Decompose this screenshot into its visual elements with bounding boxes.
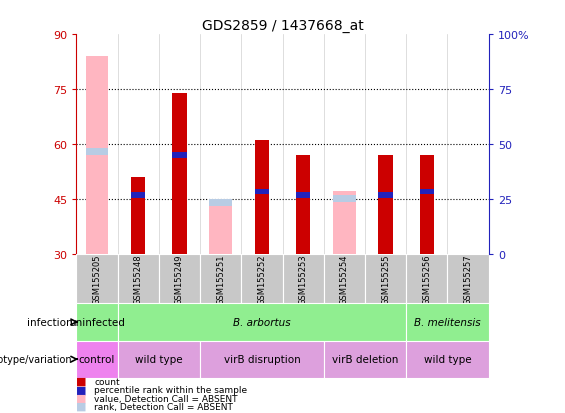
Bar — [172, 93, 186, 254]
Bar — [255, 141, 269, 254]
Text: percentile rank within the sample: percentile rank within the sample — [94, 385, 247, 394]
Bar — [379, 156, 393, 254]
Text: value, Detection Call = ABSENT: value, Detection Call = ABSENT — [94, 394, 238, 403]
Bar — [324, 254, 365, 304]
Bar — [118, 304, 406, 341]
Bar — [118, 254, 159, 304]
Text: ■: ■ — [76, 385, 87, 394]
Text: GSM155256: GSM155256 — [423, 254, 431, 304]
Bar — [333, 192, 356, 254]
Bar — [131, 178, 145, 254]
Title: GDS2859 / 1437668_at: GDS2859 / 1437668_at — [202, 19, 363, 33]
Text: GSM155251: GSM155251 — [216, 254, 225, 304]
Text: GSM155257: GSM155257 — [464, 254, 472, 304]
Bar — [76, 341, 118, 378]
Text: GSM155255: GSM155255 — [381, 254, 390, 304]
Bar — [85, 149, 108, 155]
Bar — [296, 193, 310, 198]
Bar — [406, 304, 489, 341]
Text: GSM155252: GSM155252 — [258, 254, 266, 304]
Bar — [76, 304, 118, 341]
Text: rank, Detection Call = ABSENT: rank, Detection Call = ABSENT — [94, 402, 233, 411]
Text: wild type: wild type — [135, 354, 182, 364]
Bar — [406, 341, 489, 378]
Text: control: control — [79, 354, 115, 364]
Text: genotype/variation: genotype/variation — [0, 354, 72, 364]
Bar — [420, 189, 434, 195]
Bar — [420, 156, 434, 254]
Bar — [365, 254, 406, 304]
Bar — [131, 193, 145, 198]
Text: GSM155253: GSM155253 — [299, 254, 307, 304]
Bar — [118, 341, 200, 378]
Bar — [324, 341, 406, 378]
Text: virB deletion: virB deletion — [332, 354, 398, 364]
Bar — [76, 254, 118, 304]
Text: ■: ■ — [76, 401, 87, 411]
Text: count: count — [94, 377, 120, 386]
Bar — [200, 341, 324, 378]
Text: uninfected: uninfected — [69, 317, 125, 327]
Bar — [255, 189, 269, 195]
Text: GSM155205: GSM155205 — [93, 254, 101, 304]
Bar — [159, 254, 200, 304]
Bar — [241, 254, 282, 304]
Bar — [200, 254, 241, 304]
Bar — [85, 57, 108, 254]
Text: B. arbortus: B. arbortus — [233, 317, 290, 327]
Text: GSM155254: GSM155254 — [340, 254, 349, 304]
Bar — [209, 199, 232, 206]
Text: infection: infection — [27, 317, 72, 327]
Bar — [282, 254, 324, 304]
Text: B. melitensis: B. melitensis — [414, 317, 481, 327]
Text: GSM155249: GSM155249 — [175, 254, 184, 304]
Bar — [172, 153, 186, 158]
Bar — [406, 254, 447, 304]
Bar — [209, 203, 232, 254]
Text: wild type: wild type — [424, 354, 471, 364]
Text: ■: ■ — [76, 376, 87, 386]
Text: GSM155248: GSM155248 — [134, 254, 142, 304]
Bar — [447, 254, 489, 304]
Bar — [296, 156, 310, 254]
Text: virB disruption: virB disruption — [224, 354, 300, 364]
Bar — [333, 196, 356, 202]
Bar — [379, 193, 393, 198]
Text: ■: ■ — [76, 393, 87, 403]
